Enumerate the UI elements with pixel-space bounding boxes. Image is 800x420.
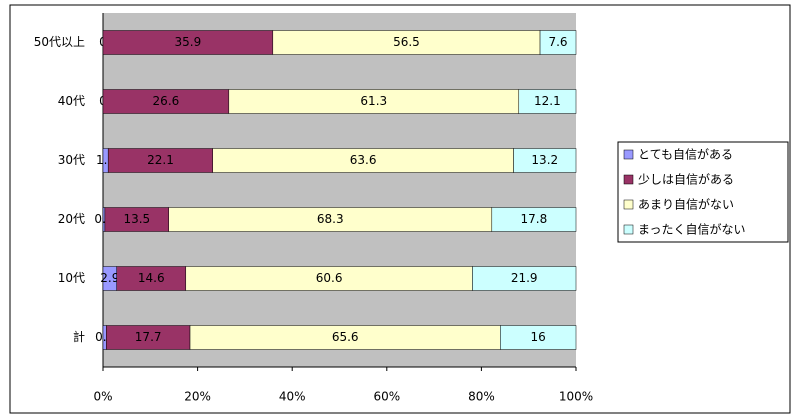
bar-segment bbox=[168, 207, 493, 232]
legend-swatch bbox=[623, 174, 634, 185]
data-label: 22.1 bbox=[147, 153, 174, 167]
data-label: 12.1 bbox=[534, 94, 561, 108]
data-label: 68.3 bbox=[317, 212, 344, 226]
y-tick-label: 20代 bbox=[58, 212, 85, 226]
data-label: 14.6 bbox=[138, 271, 165, 285]
bar-segment bbox=[539, 30, 577, 55]
data-label: 65.6 bbox=[332, 330, 359, 344]
legend-swatch bbox=[623, 224, 634, 235]
y-tick-label: 50代以上 bbox=[34, 35, 85, 49]
data-label: 13.5 bbox=[123, 212, 150, 226]
legend-label: まったく自信がない bbox=[638, 222, 746, 237]
bar-segment bbox=[104, 207, 169, 232]
x-tick-label: 0% bbox=[93, 390, 112, 404]
data-label: 56.5 bbox=[393, 35, 420, 49]
plot-area bbox=[103, 13, 576, 367]
bar-segment bbox=[102, 89, 230, 114]
y-tick-label: 10代 bbox=[58, 271, 85, 285]
bar-segment bbox=[472, 266, 577, 291]
x-tick-label: 40% bbox=[279, 390, 306, 404]
legend-box bbox=[617, 141, 789, 243]
y-tick-label: 30代 bbox=[58, 153, 85, 167]
bar-segment bbox=[513, 148, 577, 173]
data-label: 21.9 bbox=[511, 271, 538, 285]
x-tick-label: 100% bbox=[559, 390, 593, 404]
x-tick-label: 80% bbox=[468, 390, 495, 404]
data-label: 60.6 bbox=[316, 271, 343, 285]
data-label: 17.8 bbox=[521, 212, 548, 226]
data-label: 16 bbox=[531, 330, 546, 344]
data-label: 35.9 bbox=[175, 35, 202, 49]
bar-segment bbox=[102, 30, 274, 55]
bar-segment bbox=[518, 89, 577, 114]
legend-swatch bbox=[623, 149, 634, 160]
bar-segment bbox=[107, 148, 213, 173]
legend-swatch bbox=[623, 199, 634, 210]
data-label: 7.6 bbox=[548, 35, 567, 49]
bar-segment bbox=[212, 148, 514, 173]
data-label: 17.7 bbox=[135, 330, 162, 344]
x-tick-label: 60% bbox=[373, 390, 400, 404]
y-tick-label: 40代 bbox=[58, 94, 85, 108]
data-label: 61.3 bbox=[360, 94, 387, 108]
bar-segment bbox=[272, 30, 541, 55]
data-label: 13.2 bbox=[531, 153, 558, 167]
x-tick-label: 20% bbox=[184, 390, 211, 404]
legend-label: あまり自信がない bbox=[638, 197, 734, 212]
data-label: 2.9 bbox=[100, 271, 119, 285]
bar-segment bbox=[500, 325, 577, 350]
data-label: 63.6 bbox=[350, 153, 377, 167]
bar-segment bbox=[185, 266, 473, 291]
bar-segment bbox=[491, 207, 577, 232]
legend-label: とても自信がある bbox=[638, 147, 733, 162]
bar-segment bbox=[189, 325, 501, 350]
legend-label: 少しは自信がある bbox=[638, 172, 734, 187]
data-label: 26.6 bbox=[153, 94, 180, 108]
y-tick-label: 計 bbox=[73, 329, 85, 344]
bar-segment bbox=[228, 89, 520, 114]
